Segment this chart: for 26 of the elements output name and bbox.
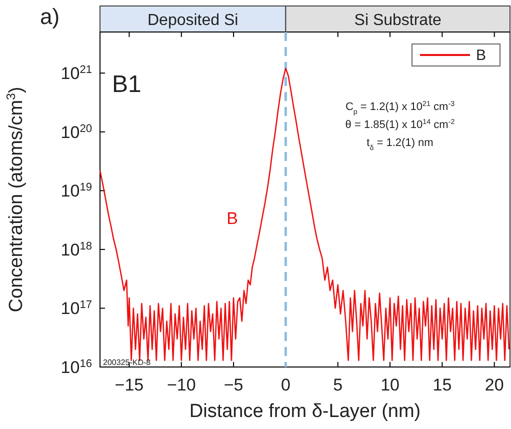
- x-tick-label: −15: [114, 375, 144, 394]
- y-tick-label: 10$^{18}$: [60, 240, 92, 260]
- y-tick-label: 10$^{21}$: [60, 64, 92, 84]
- annotation: θ = 1.85(1) x 10$^{14}$ cm$^{-2}$: [345, 118, 455, 131]
- y-tick-label: 10$^{16}$: [60, 358, 92, 377]
- annotation: t$_{δ}$ = 1.2(1) nm: [366, 137, 434, 152]
- annotation: B1: [112, 71, 142, 98]
- legend-label: B: [476, 47, 486, 64]
- chart-title: a): [40, 4, 60, 29]
- x-tick-label: 0: [280, 375, 290, 394]
- x-tick-label: 15: [432, 375, 452, 394]
- y-tick-label: 10$^{20}$: [60, 122, 92, 142]
- annotation: B: [226, 209, 238, 228]
- y-tick-label: 10$^{19}$: [60, 182, 92, 201]
- y-tick-label: 10$^{17}$: [60, 299, 92, 318]
- line-series: [99, 68, 510, 361]
- text: Si Substrate: [354, 12, 442, 29]
- x-tick-label: 20: [484, 375, 504, 394]
- x-tick-label: −10: [166, 375, 196, 394]
- text: Deposited Si: [147, 12, 238, 29]
- annotation: 200325-KD-8: [103, 358, 152, 367]
- x-tick-label: 5: [333, 375, 343, 394]
- x-axis-title: Distance from δ-Layer (nm): [189, 401, 421, 422]
- x-tick-label: 10: [380, 375, 400, 394]
- x-tick-label: −5: [224, 375, 244, 394]
- annotation: C$_{p}$ = 1.2(1) x 10$^{21}$ cm$^{-3}$: [345, 100, 455, 116]
